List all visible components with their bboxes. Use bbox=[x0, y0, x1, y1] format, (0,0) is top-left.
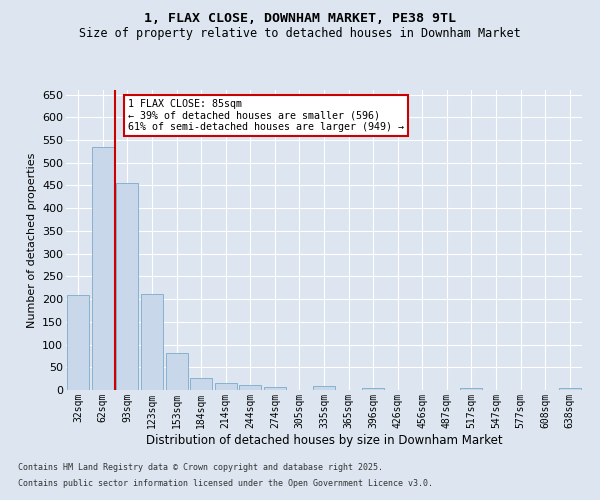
Bar bbox=[116, 183, 139, 390]
Bar bbox=[67, 296, 89, 390]
Bar bbox=[92, 147, 114, 390]
Text: Size of property relative to detached houses in Downham Market: Size of property relative to detached ho… bbox=[79, 28, 521, 40]
Bar bbox=[362, 388, 384, 390]
Text: 1 FLAX CLOSE: 85sqm
← 39% of detached houses are smaller (596)
61% of semi-detac: 1 FLAX CLOSE: 85sqm ← 39% of detached ho… bbox=[128, 99, 404, 132]
Bar bbox=[166, 353, 188, 390]
Y-axis label: Number of detached properties: Number of detached properties bbox=[26, 152, 37, 328]
Text: 1, FLAX CLOSE, DOWNHAM MARKET, PE38 9TL: 1, FLAX CLOSE, DOWNHAM MARKET, PE38 9TL bbox=[144, 12, 456, 26]
Text: Contains public sector information licensed under the Open Government Licence v3: Contains public sector information licen… bbox=[18, 478, 433, 488]
Bar bbox=[190, 378, 212, 390]
X-axis label: Distribution of detached houses by size in Downham Market: Distribution of detached houses by size … bbox=[146, 434, 502, 446]
Bar bbox=[313, 386, 335, 390]
Bar bbox=[559, 388, 581, 390]
Bar bbox=[141, 294, 163, 390]
Bar bbox=[460, 388, 482, 390]
Text: Contains HM Land Registry data © Crown copyright and database right 2025.: Contains HM Land Registry data © Crown c… bbox=[18, 464, 383, 472]
Bar bbox=[215, 383, 237, 390]
Bar bbox=[239, 385, 262, 390]
Bar bbox=[264, 388, 286, 390]
